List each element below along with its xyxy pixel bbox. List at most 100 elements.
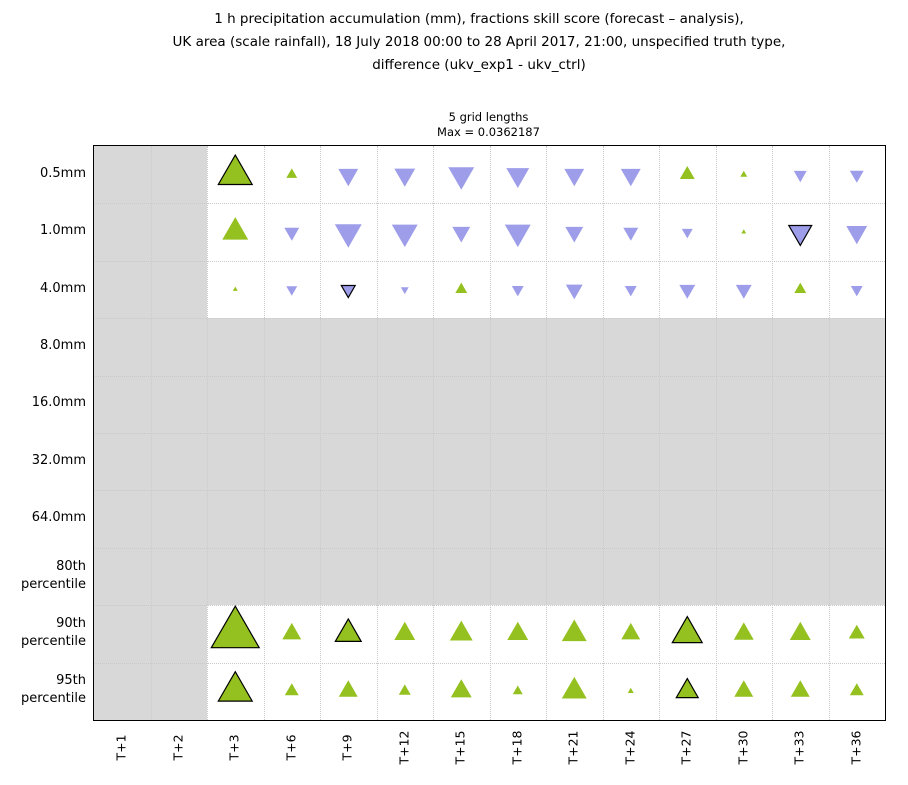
- marker-triangle-down: [787, 224, 813, 247]
- marker-triangle-up: [733, 622, 754, 640]
- marker-triangle-down: [679, 284, 696, 299]
- marker-triangle-down: [400, 287, 409, 295]
- y-tick-label-line: 1.0mm: [39, 223, 86, 239]
- x-tick-label: T+24: [622, 730, 638, 765]
- subtitle-max: Max = 0.0362187: [437, 125, 540, 139]
- y-tick-label-line: 64.0mm: [31, 510, 86, 526]
- gridline-horizontal: [94, 490, 885, 492]
- y-tick-label-line: percentile: [20, 576, 86, 592]
- x-tick-label: T+6: [283, 734, 299, 761]
- gridline-horizontal: [94, 203, 885, 205]
- marker-triangle-up: [284, 683, 299, 696]
- marker-triangle-up: [790, 680, 810, 697]
- x-tick-label: T+12: [396, 730, 412, 765]
- marker-triangle-up: [449, 620, 473, 641]
- x-tick-label: T+1: [113, 734, 129, 761]
- marker-triangle-up: [282, 622, 302, 640]
- marker-triangle-down: [340, 284, 357, 299]
- marker-triangle-down: [849, 170, 864, 183]
- gridline-horizontal: [94, 318, 885, 320]
- marker-triangle-up: [671, 615, 704, 644]
- marker-triangle-down: [564, 168, 585, 187]
- y-tick-label-line: 8.0mm: [39, 337, 86, 353]
- marker-triangle-up: [675, 677, 700, 699]
- gridline-horizontal: [94, 662, 885, 664]
- y-tick-label: 16.0mm: [0, 394, 86, 412]
- marker-triangle-up: [217, 670, 254, 702]
- y-tick-label: 4.0mm: [0, 280, 86, 298]
- chart-title: 1 h precipitation accumulation (mm), fra…: [50, 8, 908, 77]
- marker-triangle-down: [681, 228, 693, 239]
- x-tick-label: T+15: [452, 730, 468, 765]
- y-tick-label: 8.0mm: [0, 337, 86, 355]
- marker-triangle-up: [789, 621, 811, 640]
- marker-triangle-up: [848, 624, 865, 639]
- title-line-2: UK area (scale rainfall), 18 July 2018 0…: [172, 34, 786, 50]
- x-tick-label: T+9: [339, 734, 355, 761]
- gridline-horizontal: [94, 260, 885, 262]
- x-tick-label: T+21: [565, 730, 581, 765]
- marker-triangle-up: [507, 621, 529, 640]
- marker-triangle-down: [391, 224, 418, 248]
- marker-triangle-up: [398, 684, 411, 695]
- y-tick-label-line: percentile: [20, 691, 86, 707]
- marker-triangle-up: [679, 166, 695, 179]
- y-tick-label-line: percentile: [20, 633, 86, 649]
- marker-triangle-up: [394, 621, 416, 640]
- marker-triangle-up: [286, 168, 298, 178]
- x-tick-label: T+18: [509, 730, 525, 765]
- y-tick-label: 32.0mm: [0, 452, 86, 470]
- marker-triangle-up: [512, 685, 523, 695]
- y-tick-label: 1.0mm: [0, 222, 86, 240]
- gridline-horizontal: [94, 605, 885, 607]
- marker-triangle-up: [455, 282, 468, 293]
- y-tick-label-line: 90th: [56, 615, 86, 631]
- marker-triangle-down: [511, 286, 524, 297]
- x-tick-label: T+27: [678, 730, 694, 765]
- marker-triangle-down: [286, 286, 298, 296]
- marker-triangle-up: [794, 282, 807, 293]
- marker-triangle-down: [338, 168, 359, 187]
- x-tick-label: T+36: [848, 730, 864, 765]
- x-tick-label: T+2: [170, 734, 186, 761]
- marker-triangle-down: [506, 168, 530, 188]
- marker-triangle-up: [621, 622, 641, 640]
- marker-triangle-down: [624, 286, 637, 297]
- marker-triangle-down: [504, 224, 531, 248]
- gridline-horizontal: [94, 547, 885, 549]
- marker-triangle-down: [735, 284, 752, 299]
- title-line-3: difference (ukv_exp1 - ukv_ctrl): [372, 57, 586, 73]
- plot-area: [93, 145, 886, 721]
- marker-triangle-down: [284, 227, 300, 241]
- y-tick-label-line: 95th: [56, 673, 86, 689]
- marker-triangle-up: [561, 676, 587, 699]
- marker-triangle-down: [394, 168, 416, 187]
- y-tick-label: 90th percentile: [0, 615, 86, 651]
- x-tick-label: T+30: [735, 730, 751, 765]
- y-tick-label: 64.0mm: [0, 509, 86, 527]
- marker-triangle-up: [334, 617, 363, 642]
- marker-triangle-up: [627, 687, 634, 693]
- marker-triangle-up: [849, 683, 864, 696]
- marker-triangle-down: [620, 168, 641, 187]
- marker-triangle-up: [561, 619, 587, 642]
- chart-subtitle: 5 grid lengths Max = 0.0362187: [93, 110, 884, 140]
- marker-triangle-up: [222, 217, 249, 240]
- marker-triangle-down: [565, 284, 583, 300]
- marker-triangle-up: [740, 170, 748, 177]
- marker-triangle-up: [338, 680, 358, 697]
- y-tick-label-line: 80th: [56, 558, 86, 574]
- y-tick-label-line: 0.5mm: [39, 165, 86, 181]
- marker-triangle-down: [793, 170, 807, 183]
- y-tick-label-line: 4.0mm: [39, 280, 86, 296]
- x-tick-label: T+33: [791, 730, 807, 765]
- marker-triangle-up: [741, 229, 747, 234]
- title-line-1: 1 h precipitation accumulation (mm), fra…: [214, 11, 744, 27]
- y-tick-label-line: 32.0mm: [31, 452, 86, 468]
- marker-triangle-down: [850, 286, 863, 297]
- marker-triangle-up: [232, 286, 238, 291]
- y-tick-label: 0.5mm: [0, 165, 86, 183]
- marker-triangle-up: [734, 680, 754, 697]
- marker-triangle-down: [448, 167, 475, 190]
